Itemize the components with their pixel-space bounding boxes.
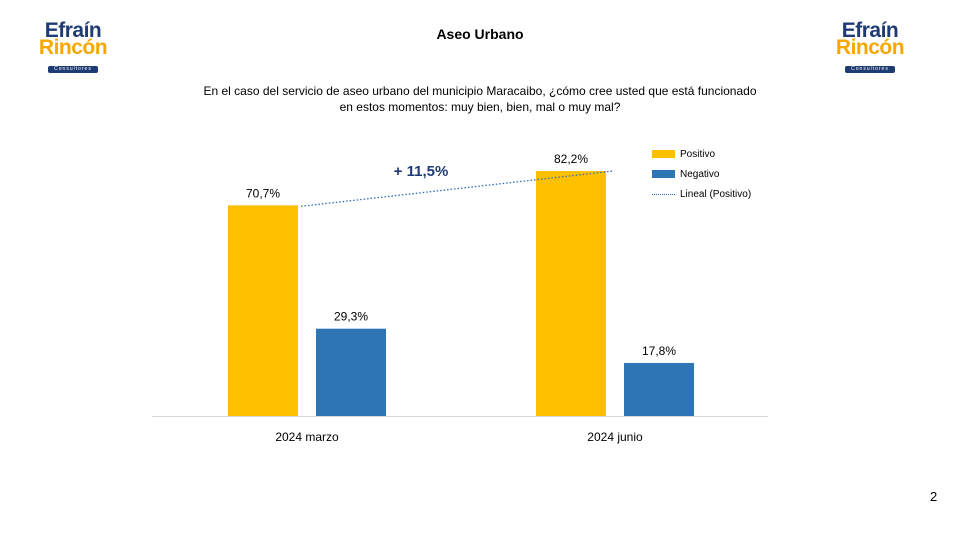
logo-tagline: Consultores bbox=[48, 66, 98, 73]
data-label-positivo-2: 82,2% bbox=[554, 152, 588, 166]
bar-negativo-2 bbox=[624, 362, 694, 416]
legend-swatch-negativo bbox=[652, 170, 675, 178]
legend-label-trendline: Lineal (Positivo) bbox=[680, 188, 752, 200]
chart-legend: Positivo Negativo Lineal (Positivo) bbox=[652, 144, 751, 204]
legend-swatch-trendline bbox=[652, 193, 675, 195]
bar-positivo-1 bbox=[228, 205, 298, 416]
logo-name-line1: Efraín bbox=[841, 19, 899, 42]
legend-swatch-positivo bbox=[652, 150, 675, 158]
category-label-2: 2024 junio bbox=[587, 430, 643, 444]
category-label-1: 2024 marzo bbox=[275, 430, 339, 444]
legend-item-positivo: Positivo bbox=[652, 144, 751, 164]
data-label-negativo-2: 17,8% bbox=[642, 344, 676, 358]
survey-question: En el caso del servicio de aseo urbano d… bbox=[203, 84, 757, 114]
legend-item-trendline: Lineal (Positivo) bbox=[652, 184, 751, 204]
legend-item-negativo: Negativo bbox=[652, 164, 751, 184]
company-logo-right: Efraín Rincón Consultores bbox=[828, 20, 912, 74]
logo-tagline: Consultores bbox=[845, 66, 895, 73]
legend-label-positivo: Positivo bbox=[680, 148, 716, 160]
data-label-positivo-1: 70,7% bbox=[246, 186, 280, 200]
slide-title: Aseo Urbano bbox=[436, 26, 524, 42]
logo-name-line1: Efraín bbox=[44, 19, 102, 42]
bar-positivo-2 bbox=[536, 171, 606, 416]
legend-label-negativo: Negativo bbox=[680, 168, 720, 180]
logo-name-line2: Rincón bbox=[835, 36, 905, 59]
logo-name-line2: Rincón bbox=[38, 36, 108, 59]
bar-negativo-1 bbox=[316, 328, 386, 416]
company-logo-left: Efraín Rincón Consultores bbox=[31, 20, 115, 74]
page-number: 2 bbox=[930, 489, 938, 504]
data-label-negativo-1: 29,3% bbox=[334, 310, 368, 324]
change-annotation: + 11,5% bbox=[394, 163, 449, 180]
